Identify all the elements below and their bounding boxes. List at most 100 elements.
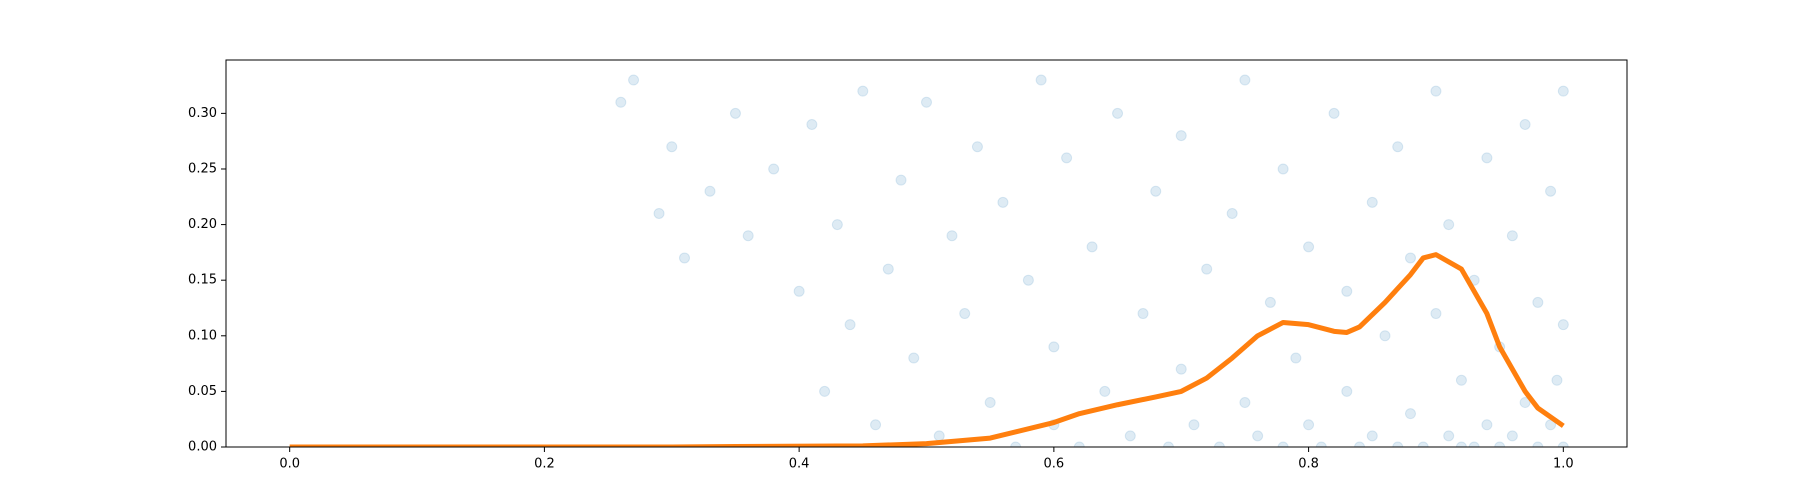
scatter-point bbox=[1519, 397, 1531, 409]
scatter-point bbox=[1277, 163, 1289, 175]
x-tick-label: 1.0 bbox=[1553, 457, 1574, 472]
scatter-point bbox=[1430, 308, 1442, 320]
scatter-point bbox=[1213, 441, 1225, 447]
scatter-point bbox=[768, 163, 780, 175]
scatter-point bbox=[1150, 185, 1162, 197]
scatter-point bbox=[1392, 141, 1404, 153]
scatter-point bbox=[1455, 441, 1467, 447]
scatter-point bbox=[1252, 430, 1264, 442]
y-tick-label: 0.25 bbox=[188, 161, 217, 176]
scatter-point bbox=[1201, 263, 1213, 275]
scatter-point bbox=[1468, 441, 1480, 447]
scatter-point bbox=[1112, 107, 1124, 119]
scatter-point bbox=[1417, 441, 1429, 447]
scatter-point bbox=[1545, 185, 1557, 197]
scatter-point bbox=[666, 141, 678, 153]
scatter-point bbox=[1392, 441, 1404, 447]
scatter-point bbox=[1506, 430, 1518, 442]
scatter-point bbox=[1519, 119, 1531, 130]
x-tick-label: 0.0 bbox=[279, 457, 300, 472]
scatter-point bbox=[1430, 85, 1442, 97]
scatter-point bbox=[1315, 441, 1327, 447]
scatter-point bbox=[1404, 252, 1416, 264]
scatter-point bbox=[1226, 207, 1238, 219]
scatter-point bbox=[1061, 152, 1073, 164]
scatter-point bbox=[1124, 430, 1136, 442]
scatter-point bbox=[971, 141, 983, 153]
scatter-point bbox=[1379, 330, 1391, 342]
scatter-point bbox=[870, 419, 882, 431]
y-tick-label: 0.30 bbox=[188, 106, 217, 121]
scatter-point bbox=[1551, 374, 1563, 386]
scatter-point bbox=[1188, 419, 1200, 431]
scatter-point bbox=[1328, 107, 1340, 119]
scatter-point bbox=[653, 207, 665, 219]
scatter-point bbox=[1532, 441, 1544, 447]
scatter-point bbox=[1455, 374, 1467, 386]
scatter-point bbox=[959, 308, 971, 320]
scatter-point bbox=[1506, 230, 1518, 242]
scatter-point bbox=[1366, 430, 1378, 442]
scatter-point bbox=[819, 385, 831, 397]
scatter-point bbox=[1035, 74, 1047, 86]
y-tick-label: 0.10 bbox=[188, 328, 217, 343]
scatter-point bbox=[1010, 441, 1022, 447]
y-tick-label: 0.00 bbox=[188, 440, 217, 455]
scatter-point bbox=[1048, 341, 1060, 353]
scatter-point bbox=[844, 319, 856, 331]
scatter-point bbox=[857, 85, 869, 97]
scatter-point bbox=[1341, 385, 1353, 397]
scatter-point bbox=[793, 285, 805, 297]
scatter-point bbox=[1494, 441, 1506, 447]
scatter-point bbox=[1239, 397, 1251, 409]
y-tick-label: 0.05 bbox=[188, 384, 217, 399]
scatter-point bbox=[1303, 241, 1315, 253]
scatter-point bbox=[1022, 274, 1034, 286]
scatter-point bbox=[895, 174, 907, 186]
scatter-point bbox=[1162, 441, 1174, 447]
scatter-point bbox=[615, 96, 627, 108]
scatter-point bbox=[806, 119, 818, 130]
scatter-point bbox=[1239, 74, 1251, 86]
scatter-point bbox=[1086, 241, 1098, 253]
scatter-point bbox=[679, 252, 691, 264]
scatter-point bbox=[1099, 385, 1111, 397]
scatter-point bbox=[1137, 308, 1149, 320]
scatter-point bbox=[729, 107, 741, 119]
scatter-point bbox=[1404, 408, 1416, 420]
scatter-point bbox=[1354, 441, 1366, 447]
scatter-point bbox=[1175, 363, 1187, 375]
scatter-point bbox=[933, 430, 945, 442]
scatter-point bbox=[1557, 441, 1569, 447]
line bbox=[289, 252, 1565, 447]
x-tick-label: 0.2 bbox=[534, 457, 555, 472]
x-tick-label: 0.8 bbox=[1298, 457, 1319, 472]
scatter-point bbox=[1481, 152, 1493, 164]
scatter-point bbox=[1277, 441, 1289, 447]
scatter-point bbox=[1175, 130, 1187, 142]
scatter-point bbox=[946, 230, 958, 242]
scatter-point bbox=[704, 185, 716, 197]
scatter-point bbox=[1443, 219, 1455, 231]
scatter-point bbox=[1443, 430, 1455, 442]
scatter-point bbox=[628, 74, 640, 86]
scatter-point bbox=[1557, 85, 1569, 97]
scatter-point bbox=[1264, 296, 1276, 308]
x-tick-label: 0.6 bbox=[1044, 457, 1065, 472]
scatter-point bbox=[1341, 285, 1353, 297]
plot-frame bbox=[225, 59, 1628, 448]
scatter-point bbox=[1481, 419, 1493, 431]
scatter-point bbox=[831, 219, 843, 231]
scatter-point bbox=[1073, 441, 1085, 447]
scatter-point bbox=[1532, 296, 1544, 308]
x-tick-label: 0.4 bbox=[789, 457, 810, 472]
scatter-point bbox=[921, 96, 932, 108]
scatter-point bbox=[1303, 419, 1315, 431]
scatter-point bbox=[1366, 196, 1378, 208]
scatter-point bbox=[1290, 352, 1302, 364]
scatter-point bbox=[1557, 319, 1569, 331]
y-tick-label: 0.20 bbox=[188, 217, 217, 232]
scatter-point bbox=[984, 397, 996, 409]
